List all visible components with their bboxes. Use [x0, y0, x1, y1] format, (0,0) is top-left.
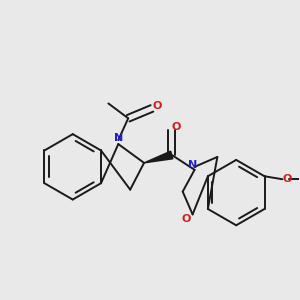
Text: O: O	[152, 101, 162, 111]
Text: N: N	[114, 133, 123, 143]
Polygon shape	[144, 151, 173, 163]
Text: O: O	[283, 174, 292, 184]
Text: O: O	[182, 214, 191, 224]
Text: O: O	[171, 122, 180, 132]
Text: N: N	[188, 160, 197, 170]
